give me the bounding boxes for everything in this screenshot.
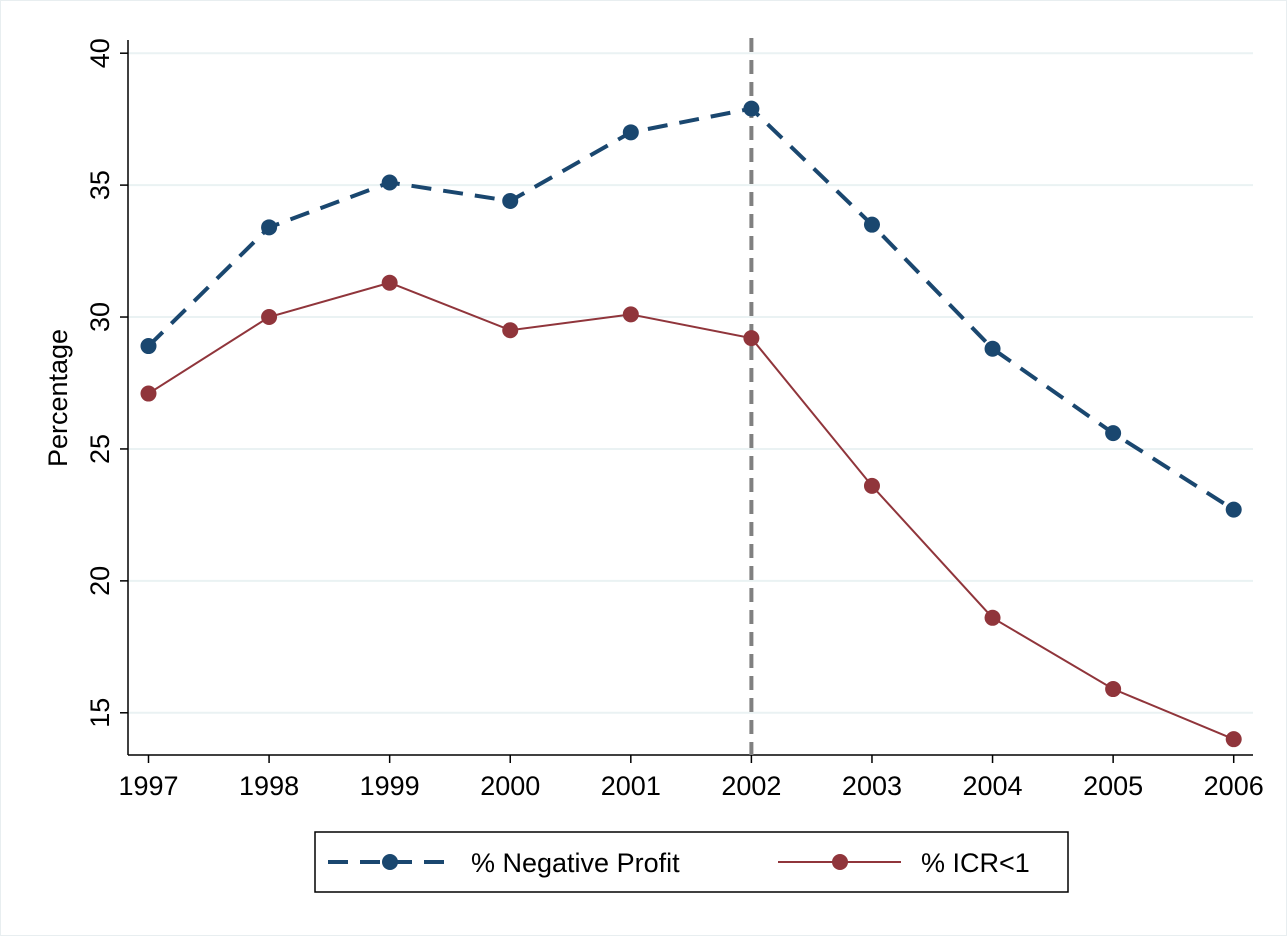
data-point: [1225, 501, 1242, 518]
data-point: [261, 219, 278, 236]
data-point: [863, 216, 880, 233]
y-tick-label: 35: [85, 170, 115, 200]
data-point: [984, 609, 1001, 626]
legend-marker: [832, 854, 848, 870]
y-tick-label: 40: [85, 38, 115, 68]
y-tick-label: 25: [85, 434, 115, 464]
data-point: [863, 477, 880, 494]
data-point: [261, 309, 278, 326]
x-tick-label: 2001: [601, 771, 661, 801]
data-point: [743, 100, 760, 117]
data-point: [140, 338, 157, 355]
x-tick-label: 2004: [963, 771, 1023, 801]
legend-label: % ICR<1: [921, 848, 1030, 878]
x-tick-label: 2002: [721, 771, 781, 801]
x-tick-label: 2006: [1204, 771, 1264, 801]
data-point: [984, 340, 1001, 357]
legend-label: % Negative Profit: [471, 848, 680, 878]
x-tick-label: 2003: [842, 771, 902, 801]
data-point: [140, 385, 157, 402]
data-point: [381, 174, 398, 191]
x-tick-label: 2000: [480, 771, 540, 801]
data-point: [1105, 425, 1122, 442]
data-point: [1225, 731, 1242, 748]
y-axis-label: Percentage: [43, 329, 73, 467]
x-tick-label: 1999: [360, 771, 420, 801]
data-point: [381, 274, 398, 291]
x-tick-label: 1997: [118, 771, 178, 801]
x-tick-label: 1998: [239, 771, 299, 801]
data-point: [502, 322, 519, 339]
series-line: [147, 281, 1235, 741]
x-tick-label: 2005: [1083, 771, 1143, 801]
y-tick-label: 15: [85, 698, 115, 728]
data-point: [502, 192, 519, 209]
y-tick-label: 20: [85, 566, 115, 596]
data-point: [622, 124, 639, 141]
legend-marker: [382, 854, 398, 870]
data-point: [743, 330, 760, 347]
y-tick-label: 30: [85, 302, 115, 332]
data-point: [622, 306, 639, 323]
series-line: [147, 106, 1235, 512]
data-point: [1105, 681, 1122, 698]
